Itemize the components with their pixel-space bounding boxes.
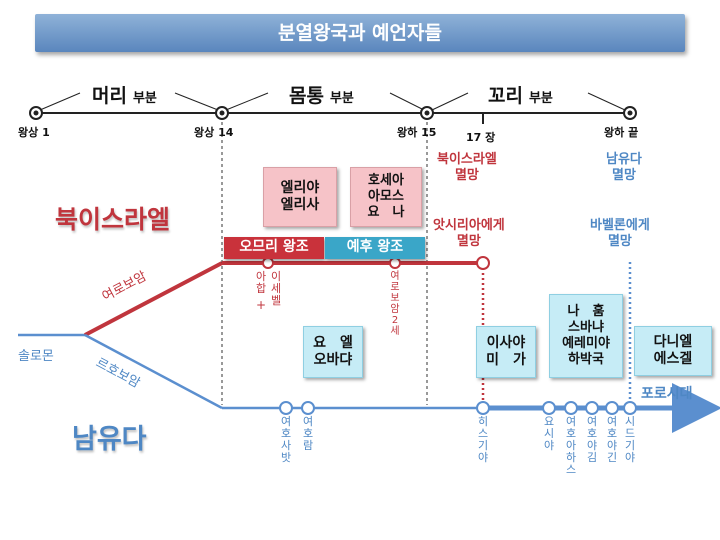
south-branch-line — [84, 333, 223, 410]
prophet-box-nahum: 나 훔 스바냐 예레미야 하박국 — [549, 294, 623, 378]
babylon-fall-label: 바벨론에게 멸망 — [590, 218, 650, 249]
bracket-body-left — [225, 92, 269, 111]
bracket-tail-left — [431, 92, 469, 111]
north-fall-label: 북이스라엘 멸망 — [437, 152, 497, 183]
solomon-label: 솔로몬 — [18, 349, 54, 364]
king-jehoram: 여호람 — [302, 415, 314, 452]
prophet-box-hosea: 호세아 아모스 요 나 — [350, 167, 422, 227]
tick-label-2: 왕상 14 — [194, 126, 234, 139]
king-ahab: 아합 — [255, 270, 267, 295]
omri-dynasty-bar: 오므리 왕조 — [224, 237, 324, 259]
segment-body-label: 몸통 부분 — [289, 85, 354, 107]
node-josiah — [542, 401, 556, 415]
node-jeroboam2 — [389, 257, 401, 269]
king-jehoiachin: 여호야긴 — [606, 415, 618, 464]
prophet-box-isaiah: 이사야 미 가 — [476, 326, 536, 378]
king-zedekiah: 시드기야 — [624, 415, 636, 464]
bracket-tail-right — [587, 92, 626, 111]
north-branch-line — [84, 261, 223, 337]
segment-head-label: 머리 부분 — [92, 85, 157, 107]
node-jehoshaphat — [279, 401, 293, 415]
king-hezekiah: 히스기야 — [477, 415, 489, 464]
tick-label-3: 왕하 15 — [397, 126, 437, 139]
page-title: 분열왕국과 예언자들 — [35, 14, 685, 52]
king-jezebel: 이세벨 — [270, 270, 282, 307]
tick-label-4: 17 장 — [466, 131, 496, 144]
node-zedekiah — [623, 401, 637, 415]
node-ahab — [262, 257, 274, 269]
assyria-fall-label: 앗시리아에게 멸망 — [433, 218, 505, 249]
node-jehoiakim — [585, 401, 599, 415]
bracket-head-left — [39, 92, 81, 111]
jehu-dynasty-bar: 예후 왕조 — [325, 237, 425, 259]
south-fall-label: 남유다 멸망 — [606, 152, 642, 183]
node-jehoram — [301, 401, 315, 415]
king-jehoiakim: 여호야김 — [586, 415, 598, 464]
tick-label-5: 왕하 끝 — [604, 126, 639, 139]
king-jehoshaphat: 여호사밧 — [280, 415, 292, 464]
bracket-body-right — [389, 92, 425, 111]
exile-label: 포로시대 — [641, 386, 693, 402]
node-hezekiah — [476, 401, 490, 415]
prophet-box-elijah: 엘리야 엘리사 — [263, 167, 337, 227]
node-north-fall — [476, 256, 490, 270]
south-kingdom-label: 남유다 — [72, 424, 147, 455]
tick-label-1: 왕상 1 — [18, 126, 50, 139]
king-josiah: 요시야 — [543, 415, 555, 452]
king-jehoahaz: 여호아하스 — [565, 415, 577, 476]
ahab-jezebel-plus: + — [256, 298, 267, 312]
bracket-head-right — [174, 92, 219, 111]
king-jeroboam2: 여로보암2세 — [390, 271, 400, 337]
segment-tail-label: 꼬리 부분 — [488, 85, 553, 107]
node-jehoiachin — [605, 401, 619, 415]
prophet-box-joel: 요 엘 오바댜 — [303, 326, 363, 378]
north-kingdom-label: 북이스라엘 — [55, 205, 171, 234]
prophet-box-daniel: 다니엘 에스겔 — [634, 326, 712, 376]
node-jehoahaz — [564, 401, 578, 415]
